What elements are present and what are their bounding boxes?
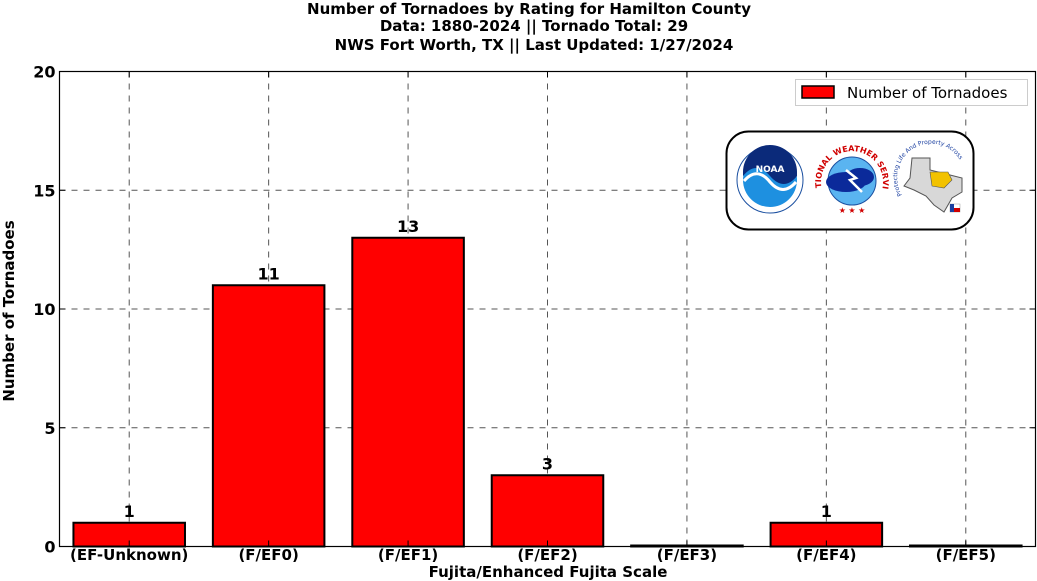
chart-title-line-2: Data: 1880-2024 || Tornado Total: 29 [380, 17, 688, 36]
x-tick-label: (F/EF5) [936, 546, 996, 564]
x-tick-label: (EF-Unknown) [70, 546, 188, 564]
bar-value-label: 11 [258, 264, 280, 283]
legend-label: Number of Tornadoes [847, 84, 1008, 102]
bar-value-label: 1 [124, 502, 135, 521]
y-tick-label: 10 [33, 300, 55, 319]
plot-frame [58, 70, 1037, 548]
y-tick-label: 5 [44, 419, 55, 438]
legend: Number of Tornadoes [795, 79, 1028, 106]
chart-title-line-1: Number of Tornadoes by Rating for Hamilt… [307, 0, 751, 18]
y-axis-label: Number of Tornadoes [0, 220, 18, 401]
bar-value-label: 13 [397, 217, 419, 236]
y-axis-ticks: 0 5 10 15 20 [33, 63, 1036, 557]
y-tick-label: 0 [44, 538, 55, 557]
svg-text:★ ★ ★: ★ ★ ★ [839, 206, 866, 215]
noaa-logo: NOAA [736, 145, 804, 214]
legend-swatch [801, 85, 835, 99]
y-tick-label: 15 [33, 181, 55, 200]
chart-title-line-3: NWS Fort Worth, TX || Last Updated: 1/27… [335, 36, 734, 55]
x-axis-label: Fujita/Enhanced Fujita Scale [429, 563, 668, 581]
x-tick-label: (F/EF3) [657, 546, 717, 564]
noaa-logo-text: NOAA [756, 165, 785, 175]
y-tick-label: 20 [33, 63, 55, 82]
x-axis-ticks: (EF-Unknown) (F/EF0) (F/EF1) (F/EF2) (F/EF3)… [70, 71, 996, 564]
bar-value-label: 3 [542, 454, 553, 473]
x-tick-label: (F/EF1) [378, 546, 438, 564]
bar [351, 236, 465, 548]
bar [211, 284, 326, 548]
x-tick-label: (F/EF2) [517, 546, 577, 564]
bar [490, 474, 605, 548]
x-tick-label: (F/EF0) [238, 546, 298, 564]
x-tick-label: (F/EF4) [796, 546, 856, 564]
bar-value-label: 1 [821, 502, 832, 521]
bar-series [72, 236, 1023, 548]
